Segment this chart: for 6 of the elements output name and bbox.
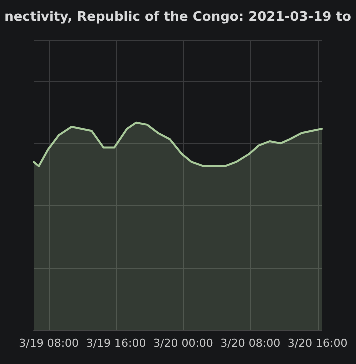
- x-tick-label: 3/20 08:00: [220, 337, 281, 350]
- chart-title: nectivity, Republic of the Congo: 2021-03-19 to: [4, 10, 352, 25]
- x-tick-label: 3/19 16:00: [86, 337, 146, 350]
- x-tick-label: 3/19 08:00: [19, 337, 80, 350]
- x-tick-label: 3/20 16:00: [288, 337, 348, 350]
- x-tick-label: 3/20 00:00: [154, 337, 214, 350]
